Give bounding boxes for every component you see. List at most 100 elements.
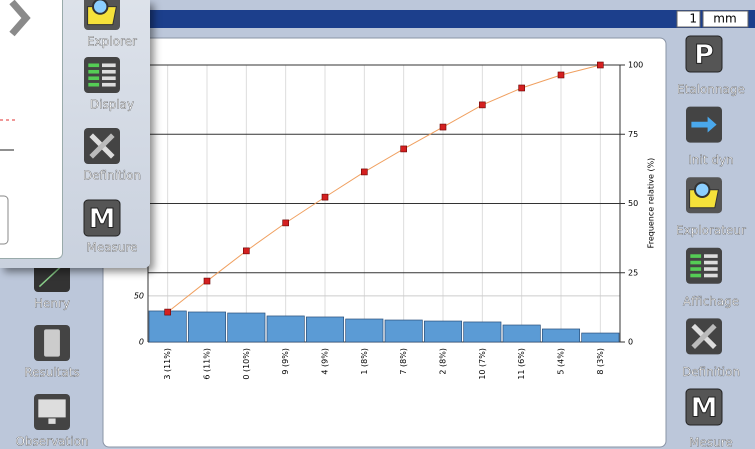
- icon-row-text: [102, 76, 116, 81]
- sidebar-label: Definition: [682, 365, 740, 379]
- icon-row: [88, 82, 100, 87]
- bar: [384, 319, 423, 343]
- bar: [187, 311, 227, 343]
- y2-tick-label: 50: [628, 199, 638, 208]
- unit-text: mm: [713, 12, 736, 26]
- icon-list: [686, 247, 722, 284]
- line-marker: [361, 168, 368, 176]
- x-tick-label: 0 (10%): [242, 348, 251, 380]
- line-marker: [243, 247, 250, 255]
- icon-screen: [38, 399, 66, 418]
- icon-row-text: [704, 267, 718, 271]
- icon-bg: [685, 35, 723, 73]
- y-tick-label: 0: [139, 338, 144, 347]
- icon-bg: [686, 247, 722, 284]
- icon-row: [88, 76, 100, 81]
- line-marker: [164, 308, 171, 316]
- bar: [305, 316, 345, 343]
- x-tick-label: 9 (9%): [281, 348, 290, 375]
- sidebar-label: Explorateur: [676, 224, 746, 238]
- icon-folder: [686, 177, 722, 214]
- x-tick-label: 2 (8%): [439, 348, 448, 375]
- icon-calc: [44, 329, 60, 357]
- sidebar-label: Henry: [34, 297, 70, 311]
- icon-monitor: [34, 394, 70, 430]
- bar: [148, 310, 187, 343]
- icon-stand: [48, 418, 56, 424]
- line-marker: [203, 277, 211, 285]
- popup-pane: [0, 0, 63, 259]
- popup-content: Explorer Display Definition M Measure: [0, 0, 141, 255]
- menu-label: Explorer: [87, 35, 137, 49]
- icon-row-text: [704, 254, 718, 258]
- icon-tools: [686, 318, 722, 355]
- y2-axis-label: Frequence relative (%): [647, 158, 656, 249]
- icon-calc: [34, 325, 70, 361]
- icon-bg: [83, 199, 121, 237]
- icon-glyph: M: [685, 388, 723, 426]
- icon-row: [690, 267, 702, 271]
- line-marker: [439, 123, 447, 131]
- sidebar-label: Observation: [15, 435, 88, 449]
- icon-bg: [685, 388, 723, 426]
- sidebar-label: Mesure: [689, 436, 733, 449]
- line-marker: [282, 219, 289, 227]
- icon-row-text: [704, 260, 718, 265]
- icon-glyph: M: [89, 204, 116, 235]
- line-marker: [321, 193, 329, 201]
- icon-bg: [84, 57, 120, 93]
- icon-row-text: [102, 69, 116, 74]
- top-bar: [150, 10, 755, 28]
- line-marker: [400, 145, 407, 153]
- unit-button[interactable]: [702, 10, 749, 28]
- bar: [423, 320, 463, 343]
- y2-tick-label: 0: [628, 338, 633, 347]
- bar: [345, 318, 384, 343]
- icon-row: [690, 273, 702, 278]
- icon-row: [690, 260, 702, 265]
- icon-row: [88, 69, 100, 74]
- side-box: [0, 195, 9, 245]
- icon-glyph: M: [691, 393, 718, 424]
- value-text: 1: [689, 12, 697, 26]
- bar: [541, 328, 581, 343]
- menu-label: Display: [90, 98, 134, 112]
- x-tick-label: 5 (4%): [557, 348, 566, 375]
- line-marker: [557, 71, 565, 79]
- x-tick-label: 6 (11%): [203, 348, 212, 380]
- bar: [463, 321, 502, 343]
- menu-label: Measure: [87, 241, 138, 255]
- icon-list: [84, 57, 120, 93]
- x-tick-label: 8 (3%): [596, 348, 605, 375]
- icon-tools: [84, 128, 120, 164]
- icon-row-text: [102, 63, 116, 68]
- sidebar-label: Affichage: [683, 294, 739, 308]
- sidebar-label: Resultats: [24, 366, 79, 380]
- icon-row: [88, 63, 100, 68]
- bar: [581, 332, 620, 343]
- x-tick-label: 4 (9%): [321, 348, 330, 375]
- bar: [227, 312, 266, 343]
- y2-tick-label: 100: [628, 61, 643, 70]
- bar: [502, 324, 541, 343]
- x-tick-label: 1 (8%): [360, 348, 369, 375]
- icon-lens: [694, 181, 711, 198]
- chart-panel: [102, 37, 667, 448]
- x-tick-label: 3 (11%): [163, 348, 172, 380]
- chevron[interactable]: [9, 0, 31, 37]
- popup-menu: Explorer Display Definition M Measure: [0, 0, 150, 268]
- icon-glyph: P: [694, 40, 714, 71]
- icon-glyph: M: [83, 199, 121, 237]
- y2-tick-label: 75: [628, 130, 638, 139]
- icon-glyph: P: [685, 35, 723, 73]
- icon-row-text: [704, 273, 718, 278]
- x-tick-label: 11 (6%): [517, 348, 526, 380]
- value-input[interactable]: [676, 10, 701, 28]
- line-marker: [597, 61, 604, 69]
- x-tick-label: 10 (7%): [478, 348, 487, 380]
- menu-label: Definition: [83, 169, 141, 183]
- sidebar-label: Init dyn: [688, 153, 733, 167]
- icon-row: [690, 254, 702, 258]
- x-tick-label: 7 (8%): [399, 348, 408, 375]
